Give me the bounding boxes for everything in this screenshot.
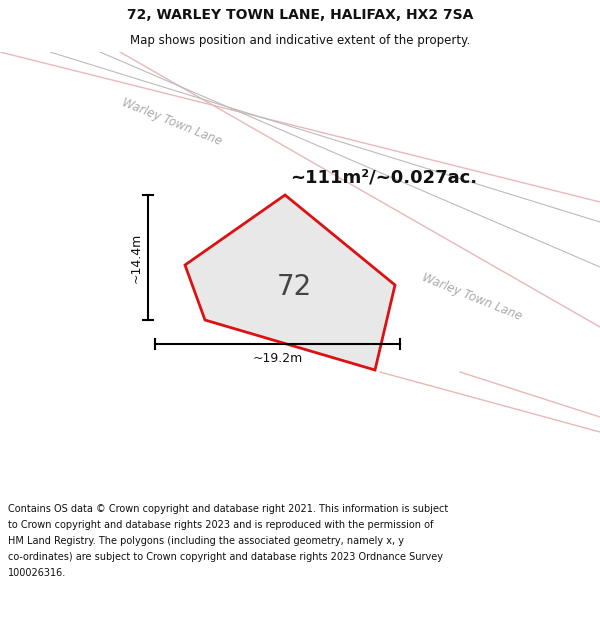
Text: ~14.4m: ~14.4m [130,232,143,282]
Text: Contains OS data © Crown copyright and database right 2021. This information is : Contains OS data © Crown copyright and d… [8,504,448,514]
Text: 72, WARLEY TOWN LANE, HALIFAX, HX2 7SA: 72, WARLEY TOWN LANE, HALIFAX, HX2 7SA [127,8,473,22]
Text: co-ordinates) are subject to Crown copyright and database rights 2023 Ordnance S: co-ordinates) are subject to Crown copyr… [8,552,443,562]
Text: Warley Town Lane: Warley Town Lane [420,271,524,323]
Text: Warley Town Lane: Warley Town Lane [120,96,224,148]
Polygon shape [0,52,600,327]
Text: 100026316.: 100026316. [8,568,66,578]
Polygon shape [185,195,395,370]
Text: HM Land Registry. The polygons (including the associated geometry, namely x, y: HM Land Registry. The polygons (includin… [8,536,404,546]
Text: to Crown copyright and database rights 2023 and is reproduced with the permissio: to Crown copyright and database rights 2… [8,520,433,530]
Text: ~111m²/~0.027ac.: ~111m²/~0.027ac. [290,169,477,187]
Text: Map shows position and indicative extent of the property.: Map shows position and indicative extent… [130,34,470,47]
Text: ~19.2m: ~19.2m [253,352,302,365]
Text: 72: 72 [277,273,311,301]
